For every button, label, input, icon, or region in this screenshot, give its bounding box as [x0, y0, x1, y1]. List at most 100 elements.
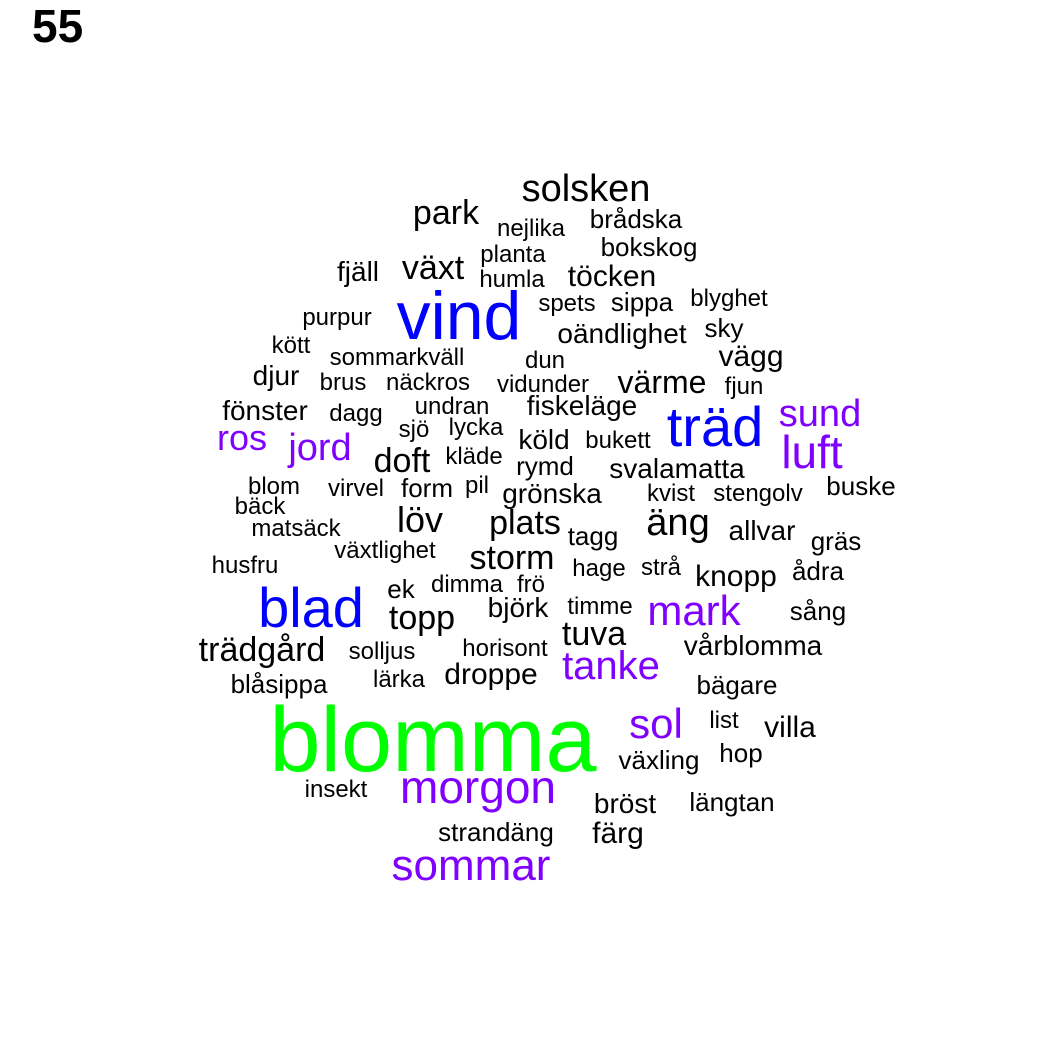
- word-solsken: solsken: [521, 168, 651, 210]
- word-farg: färg: [592, 817, 644, 850]
- word-blomma: blomma: [269, 689, 597, 791]
- word-ek: ek: [387, 574, 415, 604]
- word-kott: kött: [271, 332, 311, 359]
- word-vidunder: vidunder: [496, 371, 590, 398]
- word-plats: plats: [489, 504, 561, 542]
- word-planta: planta: [480, 241, 546, 268]
- word-villa: villa: [764, 711, 816, 744]
- word-purpur: purpur: [302, 304, 372, 331]
- word-nackros: näckros: [385, 369, 471, 396]
- word-ang: äng: [646, 502, 710, 544]
- word-fro: frö: [516, 571, 546, 598]
- word-spets: spets: [538, 290, 596, 317]
- word-sjo: sjö: [398, 416, 430, 443]
- word-stra: strå: [640, 554, 682, 581]
- word-tocken: töcken: [567, 260, 657, 293]
- word-kvist: kvist: [647, 480, 695, 507]
- word-bjork: björk: [487, 592, 549, 623]
- word-list: list: [709, 707, 739, 734]
- word-tagg: tagg: [567, 521, 619, 551]
- word-undran: undran: [414, 393, 490, 420]
- word-brost: bröst: [593, 788, 657, 819]
- word-droppe: droppe: [444, 658, 538, 691]
- word-pil: pil: [464, 472, 490, 499]
- word-sol: sol: [629, 700, 683, 747]
- word-blasippa: blåsippa: [230, 669, 328, 699]
- word-vaxt: växt: [401, 249, 465, 287]
- word-fiskelage: fiskeläge: [526, 390, 638, 421]
- word-park: park: [412, 194, 480, 232]
- word-trad: träd: [666, 395, 764, 458]
- word-brus: brus: [319, 369, 367, 396]
- word-varme: värme: [617, 364, 707, 400]
- word-dun: dun: [524, 347, 566, 374]
- word-gronska: grönska: [502, 478, 602, 509]
- word-humla: humla: [479, 266, 545, 293]
- word-rymd: rymd: [516, 451, 574, 481]
- word-vaxtlighet: växtlighet: [334, 537, 436, 564]
- word-vind: vind: [396, 278, 522, 354]
- word-dimma: dimma: [430, 571, 504, 598]
- word-dagg: dagg: [329, 400, 383, 427]
- word-jord: jord: [288, 427, 352, 469]
- word-strandang: strandäng: [438, 817, 554, 847]
- word-djur: djur: [252, 360, 300, 391]
- word-hop: hop: [719, 738, 763, 768]
- word-bagare: bägare: [696, 670, 778, 700]
- word-hage: hage: [572, 555, 626, 582]
- word-knopp: knopp: [695, 560, 777, 593]
- word-sund: sund: [778, 393, 862, 435]
- word-blad: blad: [258, 576, 364, 639]
- word-bukett: bukett: [585, 427, 651, 454]
- word-morgon: morgon: [400, 761, 556, 813]
- page-number: 55: [32, 0, 84, 52]
- word-sang: sång: [789, 596, 847, 626]
- word-vaxling: växling: [618, 745, 700, 775]
- word-bokskog: bokskog: [600, 232, 698, 262]
- word-ros: ros: [216, 417, 268, 458]
- word-oandlighet: oändlighet: [557, 318, 687, 349]
- word-fjall: fjäll: [336, 256, 380, 287]
- word-tanke: tanke: [562, 644, 660, 688]
- word-lycka: lycka: [448, 414, 504, 441]
- word-back: bäck: [234, 493, 286, 520]
- word-larka: lärka: [372, 666, 426, 693]
- word-sommar: sommar: [391, 841, 551, 890]
- word-buske: buske: [826, 471, 896, 501]
- word-solljus: solljus: [348, 638, 416, 665]
- word-doft: doft: [373, 442, 431, 480]
- word-sommarkvall: sommarkväll: [329, 344, 465, 371]
- word-luft: luft: [781, 426, 843, 478]
- word-form: form: [401, 473, 453, 503]
- word-vagg: vägg: [718, 340, 784, 373]
- word-bradska: brådska: [589, 204, 683, 234]
- word-sippa: sippa: [610, 287, 674, 317]
- word-blyghet: blyghet: [690, 285, 768, 312]
- word-timme: timme: [567, 593, 633, 620]
- word-langtan: längtan: [689, 787, 775, 817]
- word-allvar: allvar: [728, 515, 796, 546]
- word-nejlika: nejlika: [496, 215, 566, 242]
- word-klade: kläde: [445, 443, 503, 470]
- word-adra: ådra: [791, 556, 845, 586]
- word-mark: mark: [647, 587, 741, 634]
- word-insekt: insekt: [304, 776, 368, 803]
- word-gras: gräs: [810, 526, 862, 556]
- word-virvel: virvel: [327, 475, 385, 502]
- word-tuva: tuva: [561, 615, 627, 653]
- word-storm: storm: [469, 539, 555, 577]
- word-horisont: horisont: [462, 635, 548, 662]
- word-svalamatta: svalamatta: [609, 453, 745, 484]
- word-lov: löv: [396, 499, 444, 540]
- word-fjun: fjun: [724, 373, 764, 400]
- word-sky: sky: [704, 313, 744, 343]
- word-varblomma: vårblomma: [683, 630, 823, 661]
- word-stengolv: stengolv: [713, 480, 803, 507]
- word-fonster: fönster: [222, 395, 308, 426]
- word-matsack: matsäck: [251, 515, 341, 542]
- word-tradgard: trädgård: [198, 631, 326, 669]
- word-kold: köld: [518, 424, 570, 455]
- word-husfru: husfru: [211, 552, 279, 579]
- word-topp: topp: [388, 599, 456, 637]
